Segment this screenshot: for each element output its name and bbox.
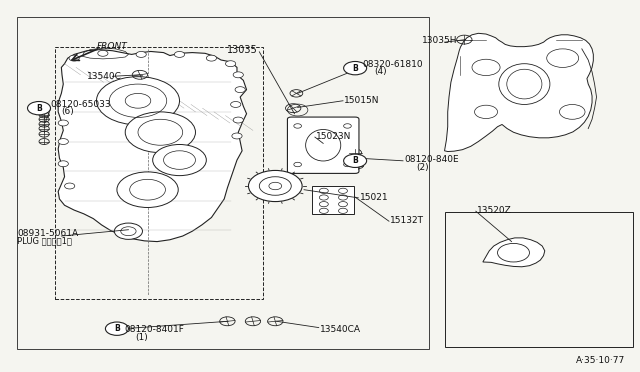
Circle shape <box>233 117 243 123</box>
Text: FRONT: FRONT <box>97 42 127 51</box>
Text: B: B <box>114 324 120 333</box>
Text: (1): (1) <box>135 333 148 342</box>
Circle shape <box>58 161 68 167</box>
Polygon shape <box>58 49 246 241</box>
Bar <box>17 17 429 349</box>
Text: 13520Z: 13520Z <box>476 206 511 215</box>
Text: 15132T: 15132T <box>390 217 424 225</box>
Text: 08120-840E: 08120-840E <box>404 155 459 164</box>
Bar <box>312 186 354 214</box>
Circle shape <box>58 120 68 126</box>
Text: 08120-65033: 08120-65033 <box>51 100 111 109</box>
Bar <box>55 47 262 299</box>
Text: B: B <box>352 64 358 73</box>
Circle shape <box>344 154 367 167</box>
Circle shape <box>69 55 79 61</box>
Text: 08931-5061A: 08931-5061A <box>17 228 79 238</box>
Text: 15021: 15021 <box>360 193 388 202</box>
Text: 08120-8401F: 08120-8401F <box>124 325 184 334</box>
Circle shape <box>98 50 108 56</box>
Circle shape <box>125 112 195 153</box>
Circle shape <box>233 72 243 78</box>
Bar <box>445 212 633 347</box>
Circle shape <box>225 61 236 67</box>
Text: A·35·10·77: A·35·10·77 <box>576 356 625 365</box>
Circle shape <box>344 61 367 75</box>
Text: (2): (2) <box>416 163 428 171</box>
Circle shape <box>97 77 179 125</box>
Polygon shape <box>445 33 593 151</box>
Text: 13035H: 13035H <box>422 36 458 45</box>
Text: PLUG プラグ（1）: PLUG プラグ（1） <box>17 237 72 246</box>
Circle shape <box>230 102 241 108</box>
FancyBboxPatch shape <box>287 117 359 173</box>
Circle shape <box>235 87 245 93</box>
Text: (4): (4) <box>374 67 387 76</box>
Text: (6): (6) <box>61 108 74 116</box>
Circle shape <box>58 138 68 144</box>
Text: 13035: 13035 <box>227 45 258 55</box>
Circle shape <box>206 55 216 61</box>
Text: 13540CA: 13540CA <box>320 325 361 334</box>
Circle shape <box>232 133 242 139</box>
Circle shape <box>117 172 178 208</box>
Text: 15015N: 15015N <box>344 96 380 105</box>
Circle shape <box>153 144 206 176</box>
Text: 15023N: 15023N <box>316 132 351 141</box>
Circle shape <box>65 183 75 189</box>
Text: B: B <box>36 104 42 113</box>
Circle shape <box>106 322 129 335</box>
Circle shape <box>174 51 184 57</box>
Circle shape <box>28 102 51 115</box>
Text: 13540C: 13540C <box>87 72 122 81</box>
Text: 08320-61810: 08320-61810 <box>363 60 424 68</box>
Circle shape <box>248 170 302 202</box>
Text: B: B <box>352 156 358 165</box>
Polygon shape <box>483 238 545 267</box>
Circle shape <box>115 223 143 239</box>
Circle shape <box>136 51 147 57</box>
